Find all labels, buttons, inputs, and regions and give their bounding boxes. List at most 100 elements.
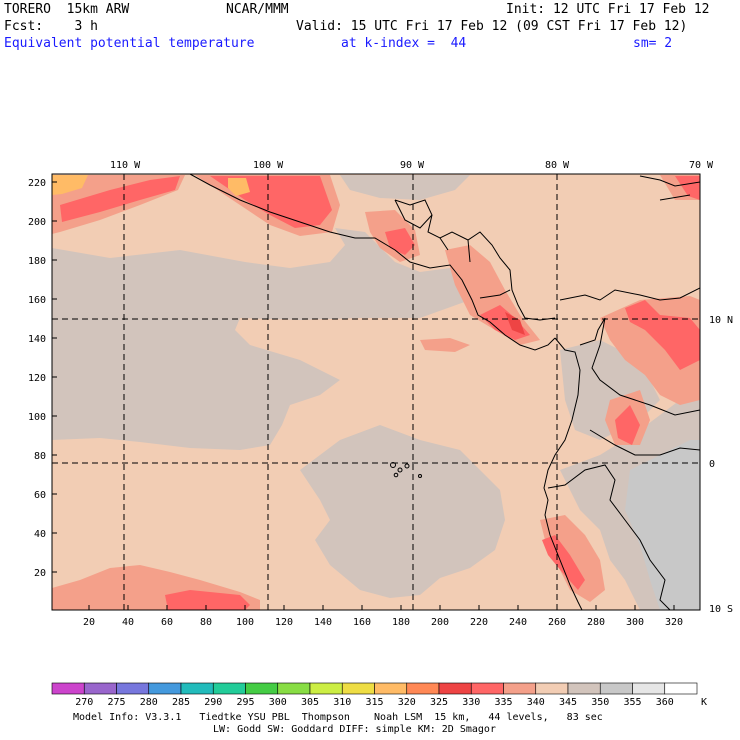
field-region-red	[615, 405, 640, 445]
colorbar-swatch	[180, 682, 214, 695]
longitude-labels: 110 W 100 W 90 W 80 W 70 W	[110, 160, 714, 171]
x-tick-label: 220	[470, 617, 488, 628]
colorbar-tick-label: 305	[301, 697, 319, 708]
x-tick-label: 320	[665, 617, 683, 628]
y-tick-label: 60	[34, 490, 46, 501]
forecast-hour: Fcst: 3 h	[4, 19, 98, 34]
init-time: Init: 12 UTC Fri 17 Feb 12	[506, 2, 710, 17]
x-tick-label: 280	[587, 617, 605, 628]
x-tick-label: 100	[236, 617, 254, 628]
colorbar-swatch	[470, 682, 504, 695]
lat-label: 0	[709, 459, 715, 470]
smoothing: sm= 2	[633, 36, 673, 51]
colorbar-swatch	[277, 682, 311, 695]
colorbar-swatch	[599, 682, 633, 695]
x-tick-label: 240	[509, 617, 527, 628]
x-tick-label: 60	[161, 617, 173, 628]
coastline-south-america	[543, 337, 583, 610]
level-index: at k-index = 44	[341, 36, 467, 51]
x-tick-label: 260	[548, 617, 566, 628]
colorbar-tick-label: 360	[656, 697, 674, 708]
lon-label: 90 W	[400, 160, 425, 171]
lon-label: 110 W	[110, 160, 141, 171]
colorbar-swatch	[438, 682, 472, 695]
x-tick-label: 140	[314, 617, 332, 628]
x-tick-label: 20	[83, 617, 95, 628]
field-region-darkred	[505, 312, 525, 335]
field-region-gray	[300, 425, 505, 598]
map-frame	[51, 173, 701, 611]
colorbar-swatch	[406, 682, 440, 695]
field-region-red	[165, 590, 250, 610]
x-tick-label: 160	[353, 617, 371, 628]
colorbar-tick-label: 345	[559, 697, 577, 708]
field-region-red	[60, 176, 180, 222]
colorbar-swatch	[374, 682, 408, 695]
x-tick-label: 200	[431, 617, 449, 628]
field-region-red	[542, 535, 585, 590]
x-tick-label: 180	[392, 617, 410, 628]
colorbar-swatch	[664, 682, 698, 695]
y-tick-label: 80	[34, 451, 46, 462]
theta-e-field	[52, 174, 700, 610]
colorbar-swatch	[309, 682, 343, 695]
colorbar-tick-label: 340	[527, 697, 545, 708]
colorbar-tick-label: 355	[623, 697, 641, 708]
border-colombia-peru	[589, 429, 700, 456]
y-tick-label: 200	[28, 217, 46, 228]
colorbar-swatch	[51, 682, 85, 695]
field-name: Equivalent potential temperature	[4, 36, 255, 51]
lon-label: 100 W	[253, 160, 284, 171]
colorbar-tick-label: 310	[333, 697, 351, 708]
y-index-labels: 220 200 180 160 140 120 100 80 60 40 20	[28, 178, 46, 579]
y-tick-label: 220	[28, 178, 46, 189]
model-title: TORERO 15km ARW	[4, 2, 130, 17]
colorbar-tick-label: 335	[494, 697, 512, 708]
field-region-lightgray	[625, 440, 700, 610]
coastline-caribbean	[559, 287, 700, 301]
valid-time: Valid: 15 UTC Fri 17 Feb 12 (09 CST Fri …	[296, 19, 688, 34]
colorbar-tick-label: 330	[462, 697, 480, 708]
colorbar-swatch	[245, 682, 279, 695]
lon-label: 70 W	[689, 160, 714, 171]
border-ecuador-peru	[547, 464, 671, 610]
lon-label: 80 W	[545, 160, 570, 171]
coastline-mexico-central-america	[189, 174, 556, 351]
y-tick-label: 100	[28, 412, 46, 423]
organization: NCAR/MMM	[226, 2, 289, 17]
colorbar-tick-label: 275	[107, 697, 125, 708]
y-tick-label: 20	[34, 568, 46, 579]
x-tick-label: 40	[122, 617, 134, 628]
colorbar-swatch	[148, 682, 182, 695]
colorbar-tick-label: 320	[398, 697, 416, 708]
colorbar-tick-label: 270	[75, 697, 93, 708]
x-index-labels: 20 40 60 80 100 120 140 160 180 200 220 …	[83, 617, 683, 628]
colorbar-tick-label: 285	[172, 697, 190, 708]
x-tick-label: 300	[626, 617, 644, 628]
field-region-red	[625, 300, 700, 370]
colorbar-tick-label: 290	[204, 697, 222, 708]
colorbar-swatch	[503, 682, 537, 695]
tick-marks	[52, 181, 675, 610]
colorbar-tick-label: 350	[591, 697, 609, 708]
border-south-america	[579, 317, 700, 416]
model-info: Model Info: V3.3.1 Tiedtke YSU PBL Thomp…	[73, 712, 603, 723]
colorbar-labels: 270 275 280 285 290 295 300 305 310 315 320 325 330 3…	[75, 697, 674, 708]
islands-caribbean	[639, 175, 700, 201]
colorbar-tick-label: 300	[269, 697, 287, 708]
x-tick-label: 80	[200, 617, 212, 628]
colorbar-swatch	[341, 682, 375, 695]
lat-label: 10 N	[709, 315, 733, 326]
lat-label: 10 S	[709, 604, 733, 615]
colorbar-swatch	[632, 682, 666, 695]
y-tick-label: 180	[28, 256, 46, 267]
field-region-salmon	[420, 338, 470, 352]
physics-info: LW: Godd SW: Goddard DIFF: simple KM: 2D…	[213, 724, 496, 735]
colorbar-swatch	[116, 682, 150, 695]
y-tick-label: 160	[28, 295, 46, 306]
y-tick-label: 40	[34, 529, 46, 540]
coastline-gulf	[394, 199, 556, 321]
colorbar	[51, 682, 698, 695]
colorbar-tick-label: 325	[430, 697, 448, 708]
